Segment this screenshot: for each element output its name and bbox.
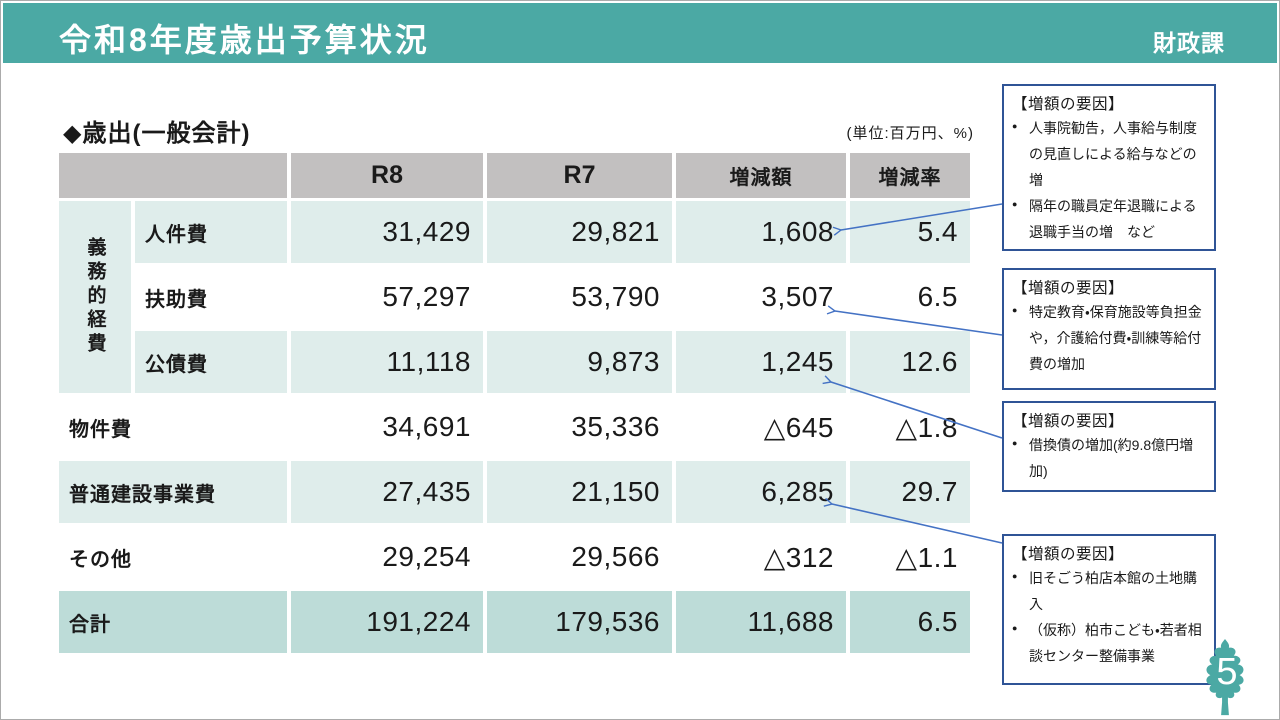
row-label: 物件費 bbox=[59, 396, 287, 458]
callout-heading: 【増額の要因】 bbox=[1012, 413, 1125, 430]
cell-r7: 179,536 bbox=[487, 591, 672, 653]
callout-bullet: 借換債の増加(約9.8億円増加) bbox=[1012, 433, 1206, 485]
table-row-personnel: 人件費 31,429 29,821 1,608 5.4 bbox=[135, 201, 970, 263]
cell-r8: 34,691 bbox=[291, 396, 483, 458]
callout-heading: 【増額の要因】 bbox=[1012, 96, 1125, 113]
table-row-other: その他 29,254 29,566 △312 △1.1 bbox=[59, 526, 970, 588]
row-label: 扶助費 bbox=[135, 266, 287, 328]
column-header-rate: 増減率 bbox=[850, 153, 970, 198]
callout-bullet: 特定教育・保育施設等負担金や，介護給付費・訓練等給付費の増加 bbox=[1012, 300, 1206, 378]
cell-rate: 6.5 bbox=[850, 266, 970, 328]
leaf-icon bbox=[1206, 638, 1244, 716]
unit-note: (単位:百万円、%) bbox=[846, 125, 974, 142]
table-row-assistance: 扶助費 57,297 53,790 3,507 6.5 bbox=[135, 266, 970, 328]
department-label: 財政課 bbox=[1153, 30, 1225, 56]
page-title: 令和8年度歳出予算状況 bbox=[59, 22, 430, 58]
header-bar: 令和8年度歳出予算状況 財政課 bbox=[3, 3, 1277, 63]
column-header-r7: R7 bbox=[487, 153, 672, 198]
cell-r8: 27,435 bbox=[291, 461, 483, 523]
callout-heading: 【増額の要因】 bbox=[1012, 546, 1125, 563]
cell-r8: 191,224 bbox=[291, 591, 483, 653]
callout-bullet: 隔年の職員定年退職による退職手当の増 など bbox=[1012, 194, 1206, 246]
table-row-construction: 普通建設事業費 27,435 21,150 6,285 29.7 bbox=[59, 461, 970, 523]
row-label: 普通建設事業費 bbox=[59, 461, 287, 523]
cell-rate: △1.8 bbox=[850, 396, 970, 458]
column-header-blank bbox=[59, 153, 287, 198]
cell-r7: 29,821 bbox=[487, 201, 672, 263]
callout-assistance-increase: 【増額の要因】 特定教育・保育施設等負担金や，介護給付費・訓練等給付費の増加 bbox=[1002, 268, 1216, 390]
callout-heading: 【増額の要因】 bbox=[1012, 280, 1125, 297]
cell-rate: 5.4 bbox=[850, 201, 970, 263]
cell-r8: 57,297 bbox=[291, 266, 483, 328]
budget-table: R8 R7 増減額 増減率 義務的経費 人件費 31,429 29,821 1,… bbox=[59, 153, 970, 653]
cell-rate: 6.5 bbox=[850, 591, 970, 653]
table-row-total: 合計 191,224 179,536 11,688 6.5 bbox=[59, 591, 970, 653]
page-number: 5 bbox=[1216, 651, 1238, 693]
cell-r8: 11,118 bbox=[291, 331, 483, 393]
cell-r8: 29,254 bbox=[291, 526, 483, 588]
row-label: 合計 bbox=[59, 591, 287, 653]
cell-rate: 12.6 bbox=[850, 331, 970, 393]
cell-rate: 29.7 bbox=[850, 461, 970, 523]
row-label: 人件費 bbox=[135, 201, 287, 263]
cell-diff: 1,608 bbox=[676, 201, 846, 263]
mandatory-expenses-group: 義務的経費 人件費 31,429 29,821 1,608 5.4 扶助費 57… bbox=[59, 201, 970, 393]
callout-bullet: 旧そごう柏店本館の土地購入 bbox=[1012, 566, 1206, 618]
column-header-r8: R8 bbox=[291, 153, 483, 198]
cell-diff: 11,688 bbox=[676, 591, 846, 653]
cell-diff: 6,285 bbox=[676, 461, 846, 523]
cell-r7: 21,150 bbox=[487, 461, 672, 523]
group-label-cell: 義務的経費 bbox=[59, 201, 131, 393]
callout-bullet: 人事院勧告，人事給与制度の見直しによる給与などの増 bbox=[1012, 116, 1206, 194]
table-header-row: R8 R7 増減額 増減率 bbox=[59, 153, 970, 198]
callout-debt-increase: 【増額の要因】 借換債の増加(約9.8億円増加) bbox=[1002, 401, 1216, 492]
row-label: その他 bbox=[59, 526, 287, 588]
cell-diff: 1,245 bbox=[676, 331, 846, 393]
group-label: 義務的経費 bbox=[84, 237, 106, 357]
cell-diff: 3,507 bbox=[676, 266, 846, 328]
section-heading: ◆歳出(一般会計) bbox=[63, 120, 251, 147]
cell-r8: 31,429 bbox=[291, 201, 483, 263]
cell-diff: △312 bbox=[676, 526, 846, 588]
cell-r7: 53,790 bbox=[487, 266, 672, 328]
table-row-goods: 物件費 34,691 35,336 △645 △1.8 bbox=[59, 396, 970, 458]
callout-personnel-increase: 【増額の要因】 人事院勧告，人事給与制度の見直しによる給与などの増 隔年の職員定… bbox=[1002, 84, 1216, 251]
cell-diff: △645 bbox=[676, 396, 846, 458]
table-row-debt-service: 公債費 11,118 9,873 1,245 12.6 bbox=[135, 331, 970, 393]
cell-r7: 9,873 bbox=[487, 331, 672, 393]
callout-bullet: （仮称）柏市こども・若者相談センター整備事業 bbox=[1012, 618, 1206, 670]
cell-rate: △1.1 bbox=[850, 526, 970, 588]
page-number-leaf: 5 bbox=[1195, 638, 1255, 719]
column-header-diff: 増減額 bbox=[676, 153, 846, 198]
row-label: 公債費 bbox=[135, 331, 287, 393]
callout-construction-increase: 【増額の要因】 旧そごう柏店本館の土地購入 （仮称）柏市こども・若者相談センター… bbox=[1002, 534, 1216, 685]
cell-r7: 35,336 bbox=[487, 396, 672, 458]
cell-r7: 29,566 bbox=[487, 526, 672, 588]
